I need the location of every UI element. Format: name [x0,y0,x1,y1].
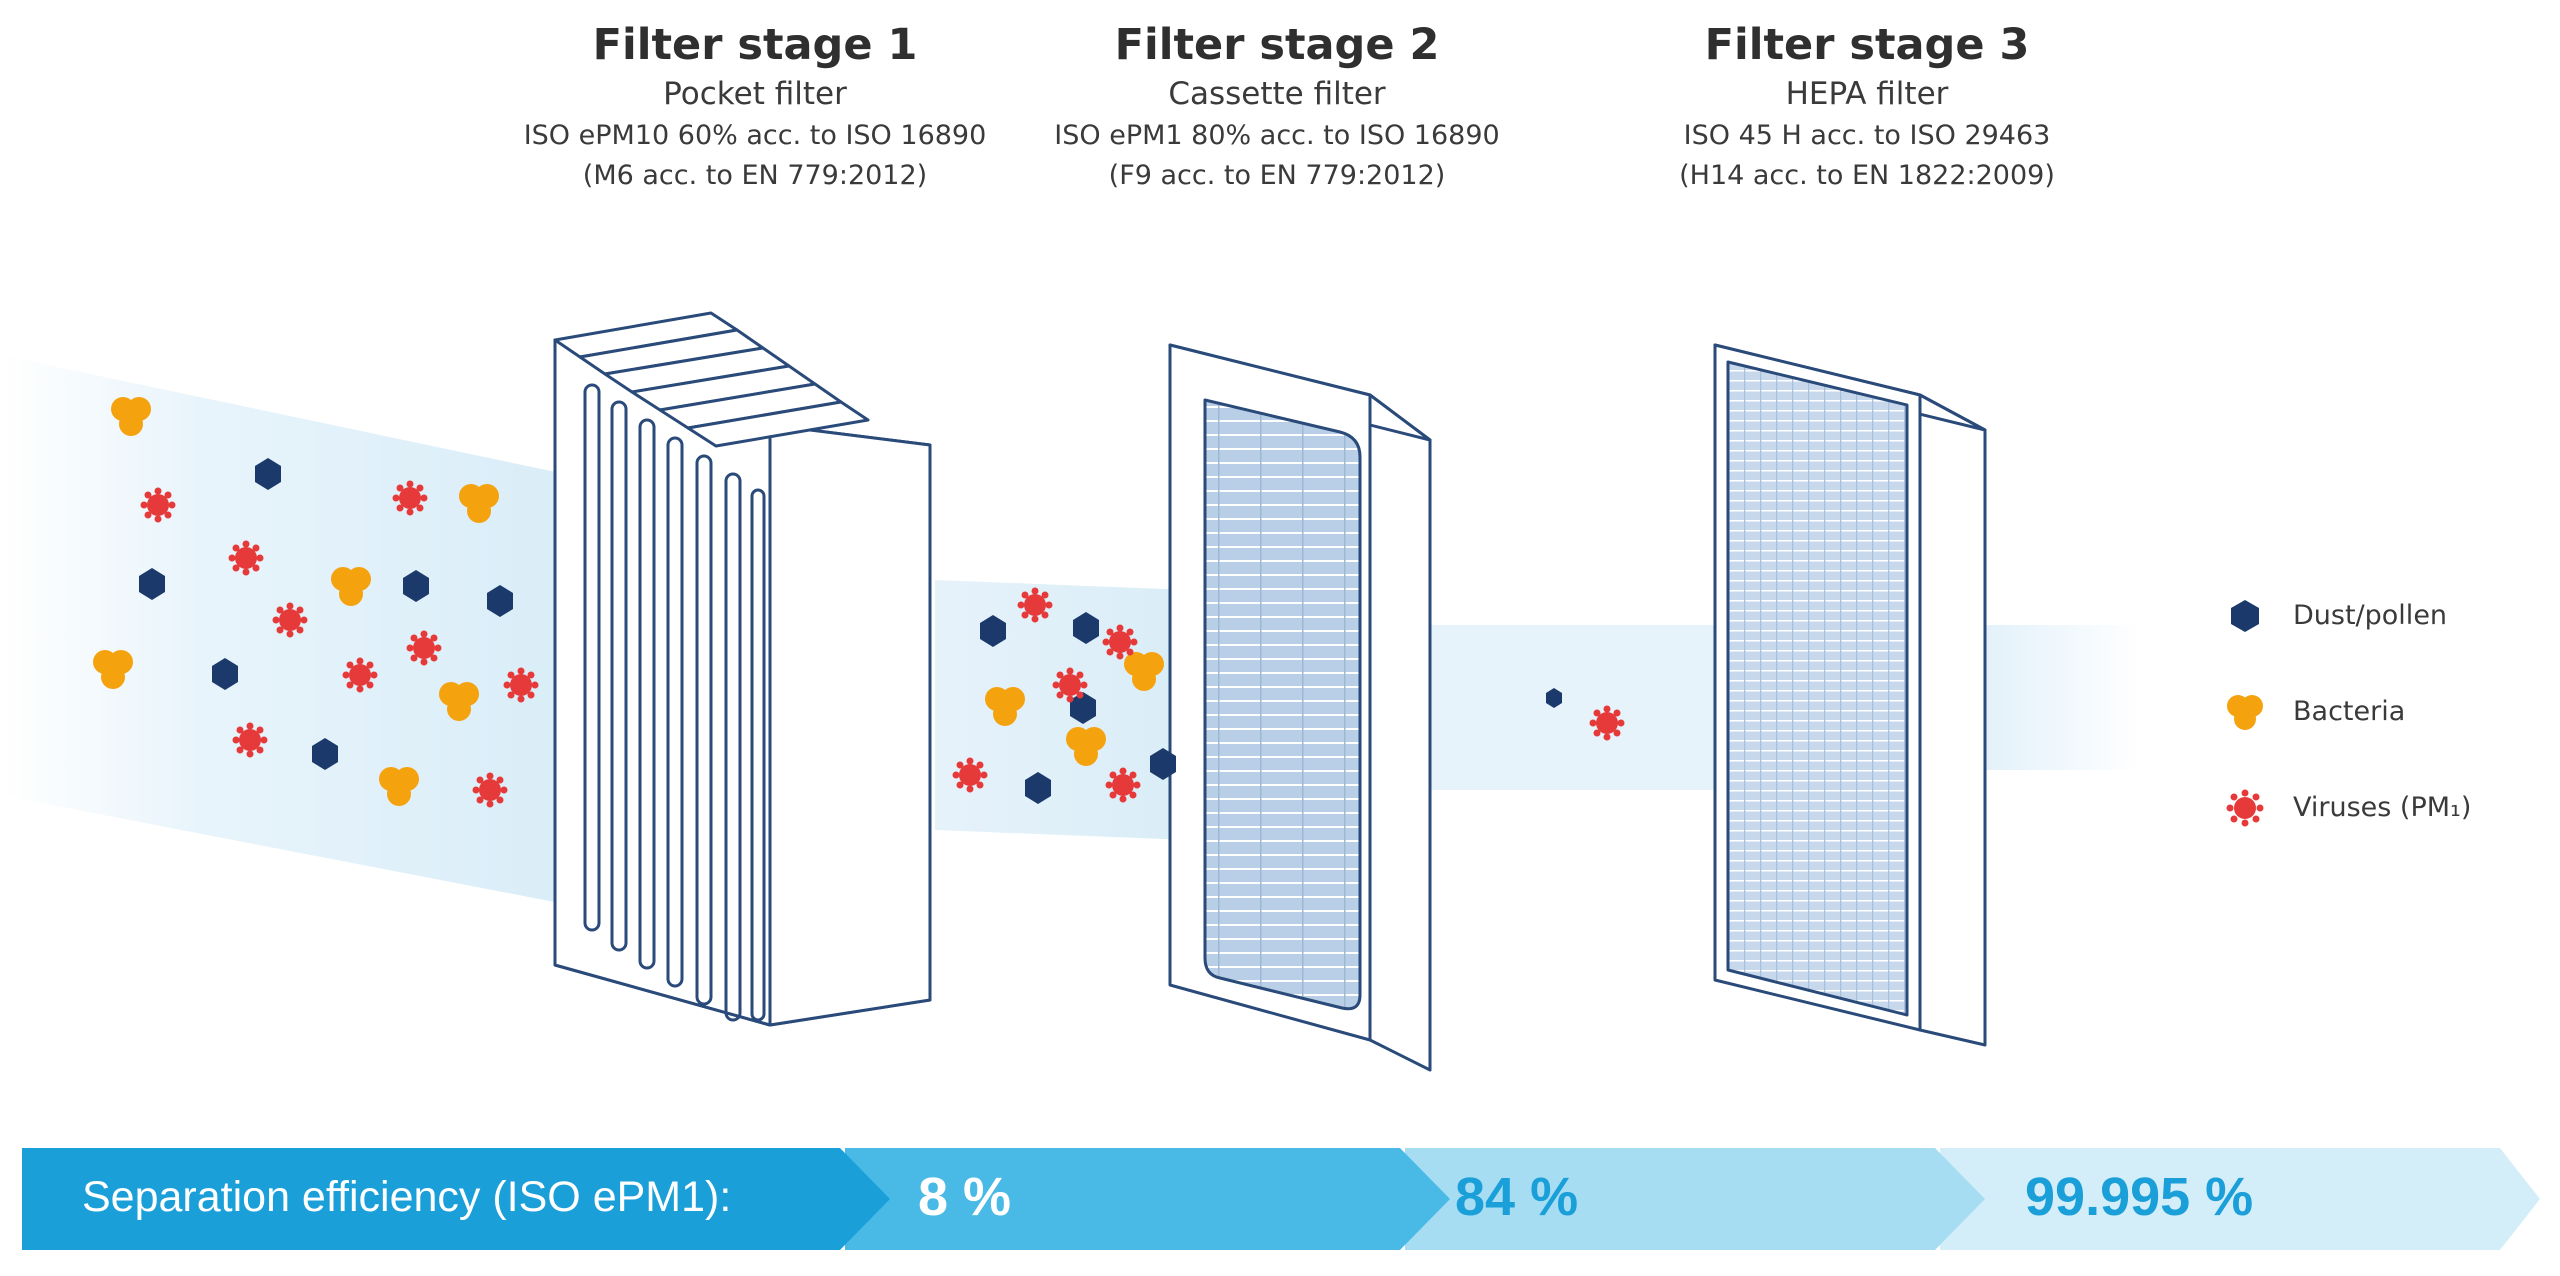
efficiency-bar-segment-1 [22,1148,890,1250]
legend-label-bacteria: Bacteria [2293,696,2406,727]
efficiency-bar-segment-4 [1940,1148,2540,1250]
virus-particle [392,480,428,516]
virus-particle [342,657,378,693]
efficiency-value-stage-3: 99.995 % [2025,1167,2254,1227]
virus-icon [2226,789,2264,827]
virus-particle [1589,705,1625,741]
stage-1-type: Pocket filter [663,76,847,112]
dust-particle [403,570,429,602]
dust-particle [139,568,165,600]
pocket-filter-illustration [553,311,932,1027]
dust-particle [1073,612,1099,644]
virus-particle [1105,767,1141,803]
bacteria-particle [1124,652,1164,691]
bacteria-particle [1066,727,1106,766]
dust-particles [139,458,1562,804]
virus-particle [140,487,176,523]
stage-3-type: HEPA filter [1785,76,1949,112]
efficiency-value-stage-2: 84 % [1455,1167,1579,1227]
virus-particle [232,722,268,758]
stage-1-equivalent: (M6 acc. to EN 779:2012) [582,160,928,191]
bacteria-particle [93,650,133,689]
virus-particle [272,602,308,638]
virus-particle [1052,667,1088,703]
stage-2-type: Cassette filter [1168,76,1386,112]
virus-particle [1017,587,1053,623]
stage-2-equivalent: (F9 acc. to EN 779:2012) [1108,160,1446,191]
air-stream-outlet [1985,625,2140,770]
efficiency-bar-segment-3 [1405,1148,1985,1250]
bacteria-particle [379,767,419,806]
stage-3-header: Filter stage 3 HEPA filter ISO 45 H acc.… [1517,18,2217,196]
stage-3-equivalent: (H14 acc. to EN 1822:2009) [1679,160,2055,191]
efficiency-label: Separation efficiency (ISO ePM1): [82,1173,732,1221]
virus-particle [228,540,264,576]
dust-particle [487,585,513,617]
legend-label-viruses: Viruses (PM₁) [2293,792,2472,823]
air-stream-stage1-2 [935,580,1190,840]
bacteria-particle [459,484,499,523]
efficiency-bar-segment-2 [845,1148,1450,1250]
virus-particle [472,772,508,808]
dust-particle [1070,692,1096,724]
bacteria-particle [111,397,151,436]
stage-1-rating: ISO ePM10 60% acc. to ISO 16890 [523,120,987,151]
virus-particle [503,667,539,703]
hepa-filter-illustration [1713,343,1987,1047]
dust-particle [1150,748,1176,780]
bacteria-particles [93,397,1164,806]
virus-particles [140,480,1625,808]
air-stream-stage2-3 [1375,625,1725,790]
stage-2-rating: ISO ePM1 80% acc. to ISO 16890 [1054,120,1500,151]
bacteria-particle [439,682,479,721]
bacteria-icon [2227,695,2263,730]
efficiency-value-stage-1: 8 % [918,1167,1012,1227]
hexagon-icon [2231,600,2259,632]
stage-2-header: Filter stage 2 Cassette filter ISO ePM1 … [927,18,1627,196]
dust-particle [255,458,281,490]
stage-1-title: Filter stage 1 [592,20,918,70]
efficiency-bar [22,1148,2540,1250]
dust-particle [1025,772,1051,804]
stage-3-title: Filter stage 3 [1704,20,2030,70]
dust-particle [980,615,1006,647]
stage-1-header: Filter stage 1 Pocket filter ISO ePM10 6… [405,18,1105,196]
virus-particle [406,630,442,666]
bacteria-particle [985,687,1025,726]
dust-particle [212,658,238,690]
legend-label-dust: Dust/pollen [2293,600,2448,631]
virus-particle [952,757,988,793]
dust-particle [312,738,338,770]
dust-particle [1546,688,1562,708]
virus-particle [1102,624,1138,660]
cassette-filter-illustration [1168,343,1432,1072]
stage-3-rating: ISO 45 H acc. to ISO 29463 [1683,120,2051,151]
air-stream-inlet [0,355,570,905]
bacteria-particle [331,567,371,606]
stage-2-title: Filter stage 2 [1114,20,1440,70]
